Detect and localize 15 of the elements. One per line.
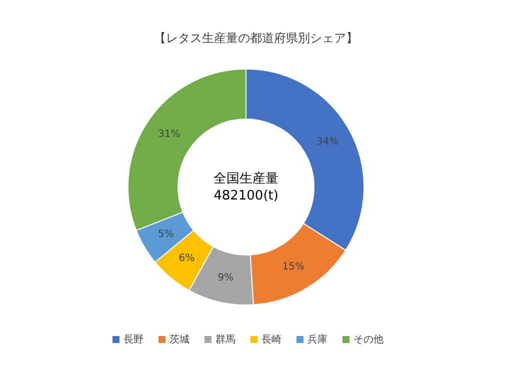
legend-label: 茨城: [170, 334, 190, 346]
legend-label: 群馬: [216, 334, 236, 346]
data-label: 9%: [218, 272, 234, 284]
data-label: 5%: [158, 228, 174, 240]
data-label: 34%: [316, 136, 339, 148]
text: 482100(t): [214, 188, 278, 204]
data-label: 31%: [158, 129, 180, 140]
data-label: 15%: [282, 262, 304, 273]
data-label: 6%: [178, 253, 195, 264]
legend-label: 長野: [124, 334, 144, 346]
legend-label: 兵庫: [308, 334, 328, 346]
text: 全国生産量: [214, 170, 278, 186]
legend-label: 長崎: [262, 334, 282, 346]
chart-title: 【レタス生産量の都道府県別シェア】: [154, 31, 358, 45]
legend-label: その他: [354, 334, 384, 346]
